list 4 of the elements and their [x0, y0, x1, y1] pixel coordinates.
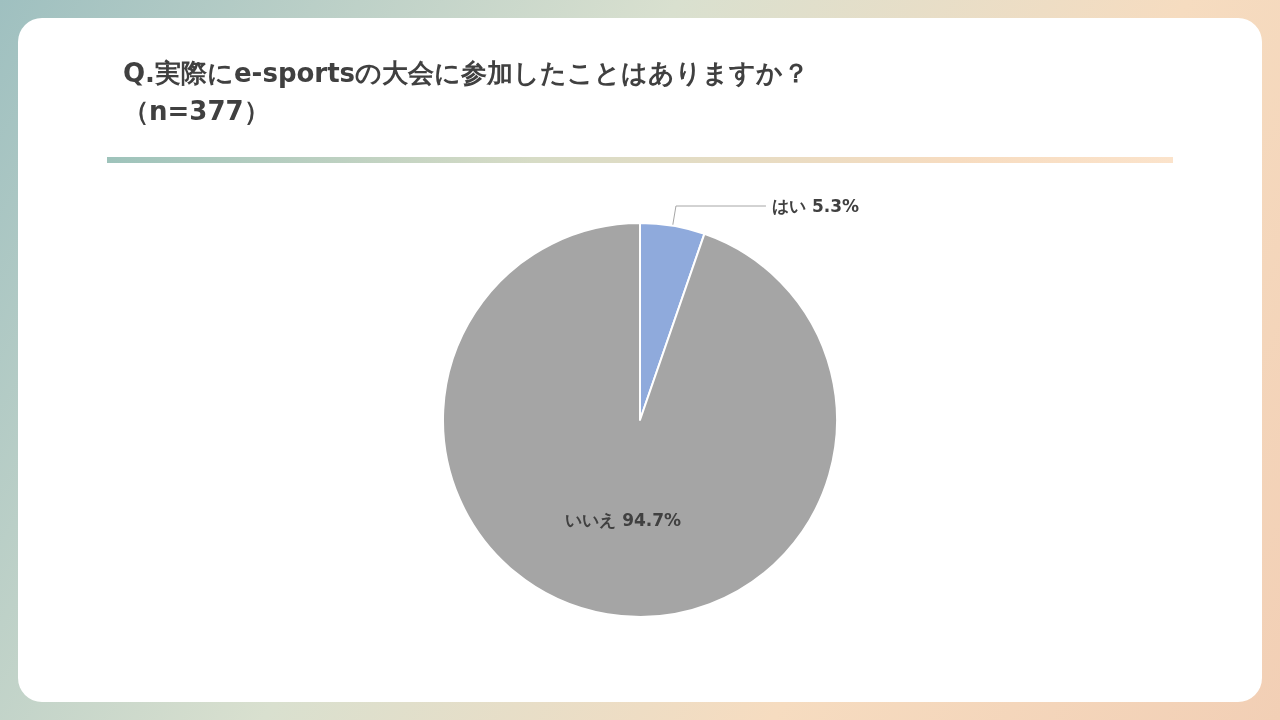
slice-label: はい 5.3% — [771, 196, 860, 216]
text: （n=377） — [123, 96, 270, 126]
chart-title: Q.実際にe-sportsの大会に参加したことはありますか？ — [123, 58, 810, 88]
slice-label: いいえ 94.7% — [565, 510, 682, 531]
